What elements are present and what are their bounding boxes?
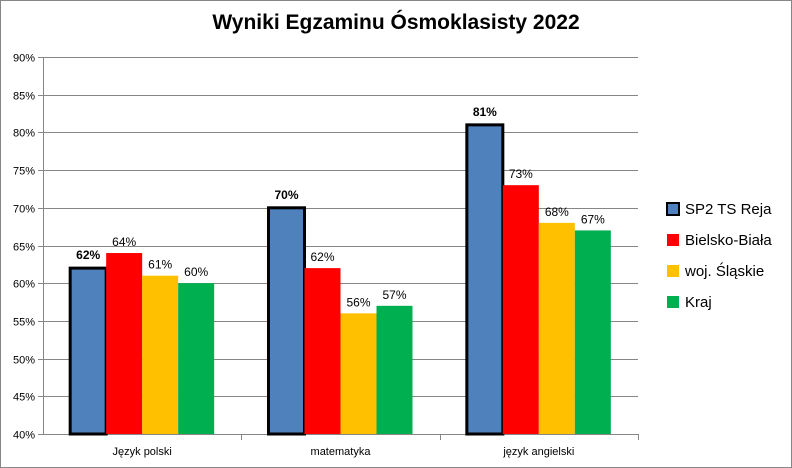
legend-label: SP2 TS Reja	[685, 201, 772, 218]
bar	[304, 268, 341, 434]
y-tick-label: 90%	[13, 53, 35, 65]
data-label: 57%	[382, 288, 406, 302]
y-tick-label: 55%	[13, 317, 35, 329]
y-tick-label: 70%	[13, 204, 35, 216]
data-label: 67%	[581, 212, 605, 226]
data-label: 61%	[148, 258, 172, 272]
legend-swatch	[667, 296, 679, 308]
y-tick-label: 60%	[13, 279, 35, 291]
y-tick-label: 65%	[13, 242, 35, 254]
data-label: 62%	[310, 250, 334, 264]
data-label: 81%	[473, 105, 497, 119]
bar	[502, 185, 539, 434]
y-tick-label: 80%	[13, 128, 35, 140]
legend-swatch	[666, 202, 680, 216]
bar	[142, 275, 179, 434]
bar	[267, 206, 306, 436]
bar	[376, 305, 413, 434]
data-label: 64%	[112, 235, 136, 249]
y-tick-label: 85%	[13, 91, 35, 103]
data-label: 68%	[545, 205, 569, 219]
data-label: 62%	[76, 248, 100, 262]
x-tick-label: język angielski	[502, 446, 574, 458]
data-label: 70%	[274, 188, 298, 202]
data-label: 56%	[346, 295, 370, 309]
bar	[574, 230, 611, 434]
data-label: 60%	[184, 265, 208, 279]
legend-label: Kraj	[685, 294, 712, 311]
legend-label: woj. Śląskie	[684, 262, 764, 280]
y-tick-label: 50%	[13, 355, 35, 367]
x-tick-label: Język polski	[113, 446, 172, 458]
legend-swatch	[667, 234, 679, 246]
bar	[538, 222, 575, 434]
bar	[68, 266, 108, 436]
bar	[340, 313, 377, 434]
bar	[465, 123, 505, 436]
bar	[106, 253, 143, 434]
y-tick-label: 45%	[13, 392, 35, 404]
legend-label: Bielsko-Biała	[685, 232, 772, 249]
bar	[178, 283, 215, 434]
x-tick-label: matematyka	[311, 446, 372, 458]
legend-swatch	[667, 265, 679, 277]
data-label: 73%	[509, 167, 533, 181]
y-tick-label: 75%	[13, 166, 35, 178]
y-tick-label: 40%	[13, 430, 35, 442]
chart-title: Wyniki Egzaminu Ósmoklasisty 2022	[212, 11, 580, 34]
